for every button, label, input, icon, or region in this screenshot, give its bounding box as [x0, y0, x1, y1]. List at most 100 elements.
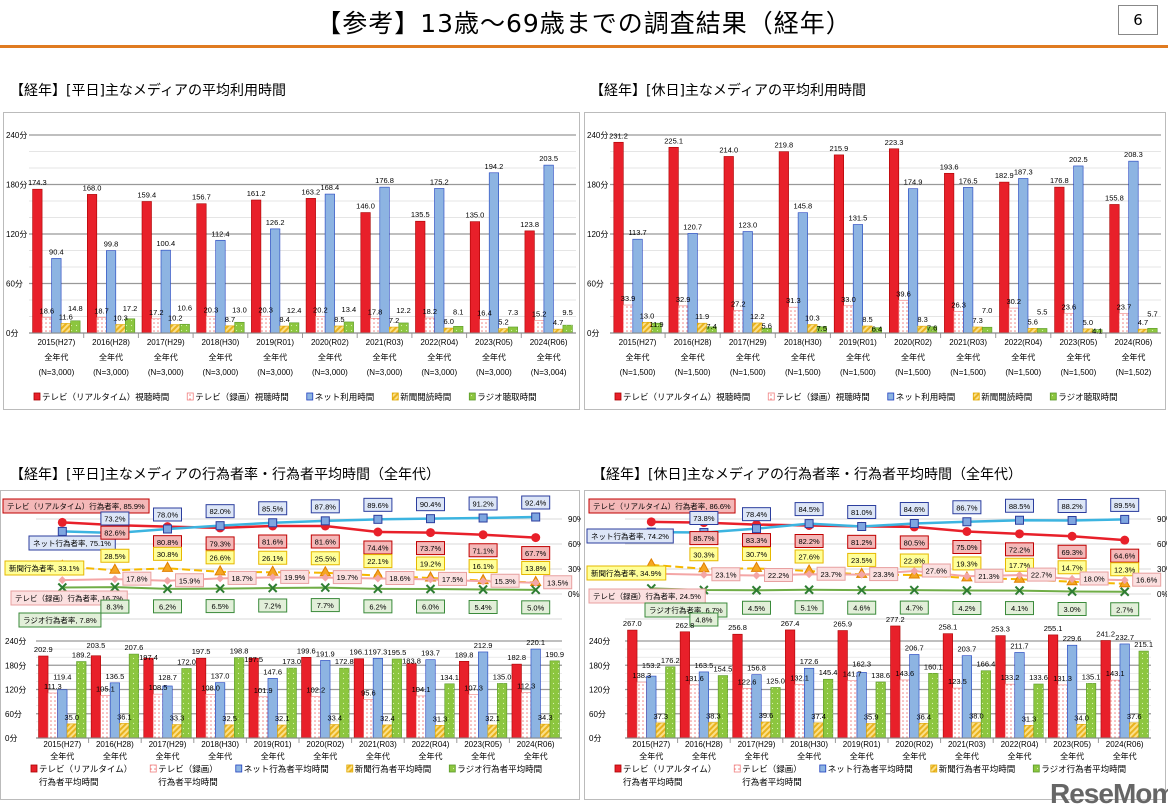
bar-value-text: 143.6 [895, 669, 914, 678]
data-label-box: 19.2% [416, 556, 445, 571]
bar-value-label: 172.0 [177, 657, 196, 666]
series-line [651, 587, 1125, 593]
bar-value-text: 33.0 [841, 295, 856, 304]
bar-value-text: 182.8 [507, 653, 526, 662]
bar [813, 722, 824, 739]
bar-value-text: 135.0 [493, 672, 512, 681]
legend-label: テレビ（録画） [742, 764, 802, 774]
data-label-box: 87.8% [310, 499, 340, 514]
data-label: 75.0% [956, 543, 978, 552]
data-label: 78.4% [746, 510, 768, 519]
bar-value-text: 32.4 [380, 714, 395, 723]
bar-value-text: 154.5 [714, 665, 733, 674]
data-label: 19.9% [284, 573, 306, 582]
bar-value-text: 9.5 [562, 308, 572, 317]
bar [907, 188, 919, 334]
series-name-label: テレビ（リアルタイム）行為者率, 85.9% [7, 501, 145, 511]
bar [443, 327, 454, 334]
data-label-box: 17.7% [1005, 557, 1034, 572]
category-label: 2016(H28) [96, 740, 134, 749]
category-sublabel: 全年代 [681, 352, 705, 362]
bar-value-text: 196.1 [350, 648, 369, 657]
data-marker [110, 582, 120, 592]
bar-value-text: 189.8 [455, 650, 474, 659]
bar-value-label: 182.8 [507, 653, 526, 662]
legend-swatch [733, 764, 741, 773]
category-sublabel: 全年代 [902, 751, 926, 761]
series-name-label: テレビ（録画）行為者率, 16.7% [15, 593, 123, 603]
bar-value-text: 7.5 [817, 324, 827, 333]
data-marker [1120, 514, 1130, 524]
data-label: 89.6% [367, 501, 389, 510]
y-tick-label: 180分 [6, 181, 27, 190]
bar [549, 660, 560, 739]
category-sublabel: 全年代 [427, 352, 451, 362]
bar-value-text: 256.8 [728, 623, 747, 632]
bar-value-text: 37.3 [653, 712, 668, 721]
data-marker [373, 514, 383, 524]
bar-value-text: 11.6 [59, 312, 73, 321]
data-marker [426, 575, 435, 584]
data-marker [531, 512, 541, 522]
bar [248, 657, 259, 739]
bar [260, 315, 271, 334]
data-label: 28.5% [104, 552, 126, 561]
data-marker [699, 570, 708, 579]
bar-value-label: 5.6 [1028, 317, 1038, 326]
bar-value-label: 5.2 [498, 318, 508, 327]
category-label: 2016(H28) [674, 338, 712, 347]
bar [479, 319, 490, 334]
y-tick-label: 120分 [589, 686, 610, 695]
y-tick-label: 0分 [6, 329, 18, 338]
data-marker [909, 519, 919, 528]
bar-value-label: 147.6 [263, 667, 282, 676]
bar-value-text: 163.2 [301, 187, 320, 196]
bar-value-label: 203.5 [87, 641, 106, 650]
series-name-box: ラジオ行為者率, 7.8% [18, 612, 102, 628]
series-name-box: ネット行為者率, 74.2% [586, 528, 674, 544]
legend-label: 新聞行為者平均時間 [355, 764, 432, 774]
data-label-box: 84.5% [794, 502, 824, 517]
bar-value-label: 194.2 [485, 162, 504, 171]
bar-value-text: 113.7 [628, 228, 646, 237]
data-label: 81.2% [851, 538, 873, 547]
data-marker [58, 576, 67, 585]
series-name-label: ネット行為者率, 75.1% [33, 538, 111, 548]
bar-value-label: 31.3 [433, 714, 448, 723]
chart-title-weekday-usage: 【経年】[平日]主なメディアの平均利用時間 [10, 83, 286, 99]
bar-value-label: 13.4 [342, 305, 357, 314]
bar [424, 317, 435, 334]
bar-value-label: 5.5 [1037, 307, 1047, 316]
data-marker [857, 522, 867, 531]
bar [363, 699, 374, 739]
bar-value-label: 176.8 [1050, 176, 1069, 185]
bar [38, 655, 49, 739]
data-label-box: 21.3% [974, 568, 1004, 583]
series-name-box: テレビ（録画）行為者率, 16.7% [10, 590, 128, 606]
bar-value-label: 112.4 [211, 229, 229, 238]
sample-size-label: (N=3,000) [421, 368, 457, 377]
data-label: 23.1% [715, 570, 737, 579]
bar-value-text: 37.6 [1127, 712, 1142, 721]
data-label-box: 13.8% [521, 561, 551, 575]
bar-value-text: 6.0 [444, 317, 454, 326]
bar [279, 325, 290, 334]
bar [866, 723, 877, 739]
legend-label: ネット行為者平均時間 [828, 764, 913, 774]
legend-swatch [391, 392, 399, 401]
bar-value-label: 10.3 [805, 314, 820, 323]
bar-value-label: 215.1 [1134, 640, 1153, 649]
bar-value-label: 203.5 [539, 154, 558, 163]
bar [909, 654, 920, 739]
legend-swatch [1049, 392, 1057, 401]
data-label-box: 23.3% [869, 567, 899, 582]
y-tick-label: 0% [1157, 590, 1167, 599]
bar-value-label: 120.7 [683, 222, 702, 231]
data-label: 3.0% [1064, 605, 1081, 614]
data-label-box: 25.5% [310, 551, 340, 566]
category-sublabel: 全年代 [692, 751, 716, 761]
data-marker [1067, 586, 1077, 597]
bar-value-label: 4.1 [1092, 327, 1102, 336]
category-sublabel: 全年代 [208, 352, 232, 362]
data-label: 15.9% [179, 576, 201, 585]
